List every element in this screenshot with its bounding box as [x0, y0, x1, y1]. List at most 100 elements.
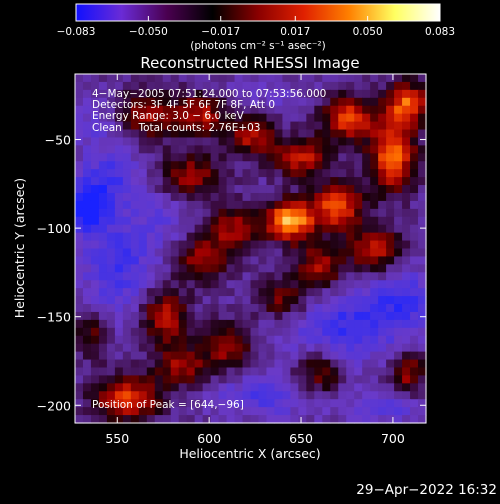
heatmap-cell	[90, 81, 100, 91]
heatmap-cell	[298, 311, 307, 321]
heatmap-cell	[138, 200, 148, 210]
heatmap-cell	[338, 224, 347, 234]
heatmap-cell	[346, 224, 355, 234]
heatmap-cell	[226, 288, 236, 297]
heatmap-cell	[242, 272, 252, 281]
heatmap-cell	[98, 407, 108, 416]
heatmap-cell	[258, 256, 268, 265]
heatmap-cell	[370, 192, 379, 202]
heatmap-cell	[122, 311, 132, 321]
heatmap-cell	[346, 367, 355, 377]
heatmap-cell	[362, 391, 371, 400]
heatmap-cell	[130, 105, 140, 115]
heatmap-cell	[354, 216, 363, 226]
heatmap-cell	[122, 200, 132, 210]
heatmap-cell	[98, 137, 108, 146]
heatmap-cell	[394, 327, 403, 337]
heatmap-cell	[170, 232, 180, 242]
heatmap-cell	[354, 81, 363, 91]
heatmap-cell	[346, 240, 355, 250]
heatmap-cell	[75, 192, 84, 202]
heatmap-cell	[154, 240, 164, 250]
heatmap-cell	[138, 216, 148, 226]
heatmap-cell	[234, 248, 244, 258]
heatmap-cell	[410, 359, 419, 369]
colorbar: −0.083 −0.050 −0.017 0.017 0.050 0.083 (photo…	[57, 3, 455, 52]
heatmap-cell	[162, 89, 172, 99]
heatmap-cell	[106, 240, 116, 250]
heatmap-cell	[410, 97, 419, 107]
heatmap-cell	[170, 129, 180, 139]
heatmap-cell	[306, 129, 315, 139]
heatmap-cell	[202, 216, 212, 226]
heatmap-cell	[290, 367, 299, 377]
heatmap-cell	[170, 399, 180, 408]
heatmap-cell	[234, 185, 244, 194]
heatmap-cell	[394, 375, 403, 384]
heatmap-cell	[194, 97, 204, 107]
heatmap-cell	[290, 311, 299, 321]
heatmap-cell	[98, 232, 108, 242]
heatmap-cell	[258, 240, 268, 250]
heatmap-cell	[194, 200, 204, 210]
heatmap-cell	[290, 105, 299, 115]
heatmap-cell	[162, 169, 172, 178]
heatmap-cell	[370, 208, 379, 218]
heatmap-cell	[322, 192, 331, 202]
heatmap-cell	[306, 105, 315, 115]
heatmap-cell	[354, 105, 363, 115]
heatmap-cell	[162, 319, 172, 329]
heatmap-cell	[82, 137, 92, 146]
heatmap-cell	[226, 74, 236, 83]
heatmap-cell	[322, 319, 331, 329]
heatmap-cell	[298, 192, 307, 202]
heatmap-cell	[98, 304, 108, 313]
heatmap-cell	[386, 129, 395, 139]
heatmap-cell	[114, 232, 124, 242]
heatmap-cell	[290, 335, 299, 345]
annotation-time-range: 4−May−2005 07:51:24.000 to 07:53:56.000	[92, 88, 326, 100]
heatmap-cell	[346, 89, 355, 99]
heatmap-cell	[386, 335, 395, 345]
heatmap-cell	[75, 81, 84, 91]
heatmap-cell	[266, 97, 276, 107]
heatmap-cell	[82, 248, 92, 258]
heatmap-cell	[234, 359, 244, 369]
heatmap-cell	[178, 137, 188, 146]
heatmap-cell	[266, 240, 276, 250]
heatmap-cell	[178, 351, 188, 361]
heatmap-cell	[410, 89, 419, 99]
heatmap-cell	[114, 288, 124, 297]
heatmap-cell	[258, 153, 268, 162]
heatmap-cell	[186, 177, 196, 186]
heatmap-cell	[122, 232, 132, 242]
heatmap-cell	[138, 97, 148, 107]
heatmap-cell	[154, 335, 164, 345]
heatmap-cell	[282, 208, 291, 218]
heatmap-cell	[250, 311, 260, 321]
heatmap-cell	[362, 351, 371, 361]
heatmap-cell	[394, 113, 403, 123]
heatmap-cell	[146, 137, 156, 146]
heatmap-cell	[330, 248, 339, 258]
heatmap-cell	[402, 200, 411, 210]
heatmap-cell	[258, 137, 268, 146]
heatmap-cell	[242, 407, 252, 416]
heatmap-cell	[410, 74, 419, 83]
heatmap-cell	[306, 74, 315, 83]
heatmap-cell	[346, 200, 355, 210]
heatmap-cell	[138, 145, 148, 154]
heatmap-cell	[162, 296, 172, 305]
x-tick-label: 600	[197, 431, 221, 446]
heatmap-cell	[90, 288, 100, 297]
heatmap-cell	[258, 351, 268, 361]
heatmap-cell	[242, 121, 252, 131]
heatmap-cell	[130, 113, 140, 123]
heatmap-cell	[82, 200, 92, 210]
heatmap-cell	[178, 280, 188, 289]
heatmap-cell	[75, 375, 84, 384]
heatmap-cell	[306, 264, 315, 273]
heatmap-cell	[394, 97, 403, 107]
heatmap-cell	[170, 264, 180, 273]
heatmap-cell	[250, 375, 260, 384]
